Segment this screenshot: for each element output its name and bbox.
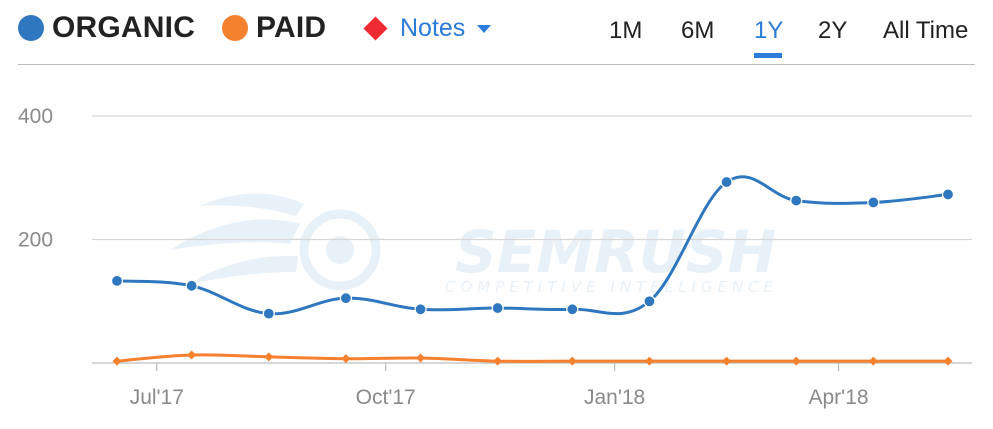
tab-range-1y[interactable]: 1Y: [754, 17, 784, 44]
data-point[interactable]: [416, 353, 426, 363]
paid-dot-icon: [222, 15, 248, 41]
semrush-watermark: SEMRUSH COMPETITIVE INTELLIGENCE: [170, 193, 778, 296]
watermark-brand: SEMRUSH: [455, 218, 776, 286]
x-tick-label: Jan'18: [584, 386, 645, 409]
tab-range-6m[interactable]: 6M: [681, 17, 715, 44]
notes-label: Notes: [400, 13, 466, 42]
data-point[interactable]: [493, 356, 503, 366]
active-tab-indicator: [754, 53, 782, 58]
chevron-down-icon: [477, 25, 492, 33]
series-layer: [110, 175, 955, 366]
y-axis-labels: 200 400: [18, 105, 53, 252]
data-point[interactable]: [264, 352, 274, 362]
data-point[interactable]: [941, 188, 955, 201]
y-tick-label: 200: [18, 229, 53, 252]
x-tick-label: Jul'17: [130, 386, 184, 409]
y-tick-label: 400: [18, 105, 53, 128]
x-tick-label: Oct'17: [356, 386, 416, 409]
legend-paid-label: PAID: [256, 11, 327, 44]
data-point[interactable]: [414, 303, 427, 316]
notes-dropdown[interactable]: Notes: [362, 10, 492, 46]
red-diamond-icon: [363, 15, 388, 41]
data-point[interactable]: [341, 354, 351, 364]
data-point[interactable]: [491, 301, 504, 315]
data-point[interactable]: [566, 303, 579, 316]
data-point[interactable]: [187, 350, 197, 360]
series-line: [115, 353, 950, 363]
tab-range-all-time[interactable]: All Time: [883, 17, 969, 44]
legend-paid[interactable]: PAID: [222, 10, 326, 46]
data-point[interactable]: [943, 356, 953, 366]
chart-toolbar: ORGANIC PAID Notes 1M 6M 1Y 2Y All Time: [0, 0, 993, 65]
data-point[interactable]: [791, 356, 801, 366]
data-point[interactable]: [185, 279, 198, 292]
data-point[interactable]: [722, 356, 732, 366]
data-point[interactable]: [643, 295, 656, 308]
tab-range-1m[interactable]: 1M: [609, 17, 643, 44]
data-point[interactable]: [112, 356, 122, 366]
data-point[interactable]: [567, 356, 577, 366]
data-point[interactable]: [790, 194, 803, 207]
organic-dot-icon: [18, 15, 44, 41]
data-point[interactable]: [720, 175, 733, 189]
watermark-tagline: COMPETITIVE INTELLIGENCE: [445, 278, 778, 296]
series-paid: [112, 350, 953, 366]
x-tick-label: Apr'18: [809, 386, 869, 409]
toolbar-divider: [18, 64, 975, 65]
chart-grid: [92, 115, 972, 364]
data-point[interactable]: [868, 356, 878, 366]
data-point[interactable]: [339, 292, 352, 305]
data-point[interactable]: [110, 274, 124, 287]
tab-range-2y[interactable]: 2Y: [818, 17, 848, 44]
data-point[interactable]: [644, 356, 654, 366]
data-point[interactable]: [262, 307, 275, 320]
data-point[interactable]: [867, 196, 880, 209]
legend-organic-label: ORGANIC: [52, 11, 196, 44]
x-axis-labels: Jul'17 Oct'17 Jan'18 Apr'18: [130, 363, 869, 409]
legend-organic[interactable]: ORGANIC: [18, 10, 195, 46]
series-organic: [110, 175, 955, 320]
